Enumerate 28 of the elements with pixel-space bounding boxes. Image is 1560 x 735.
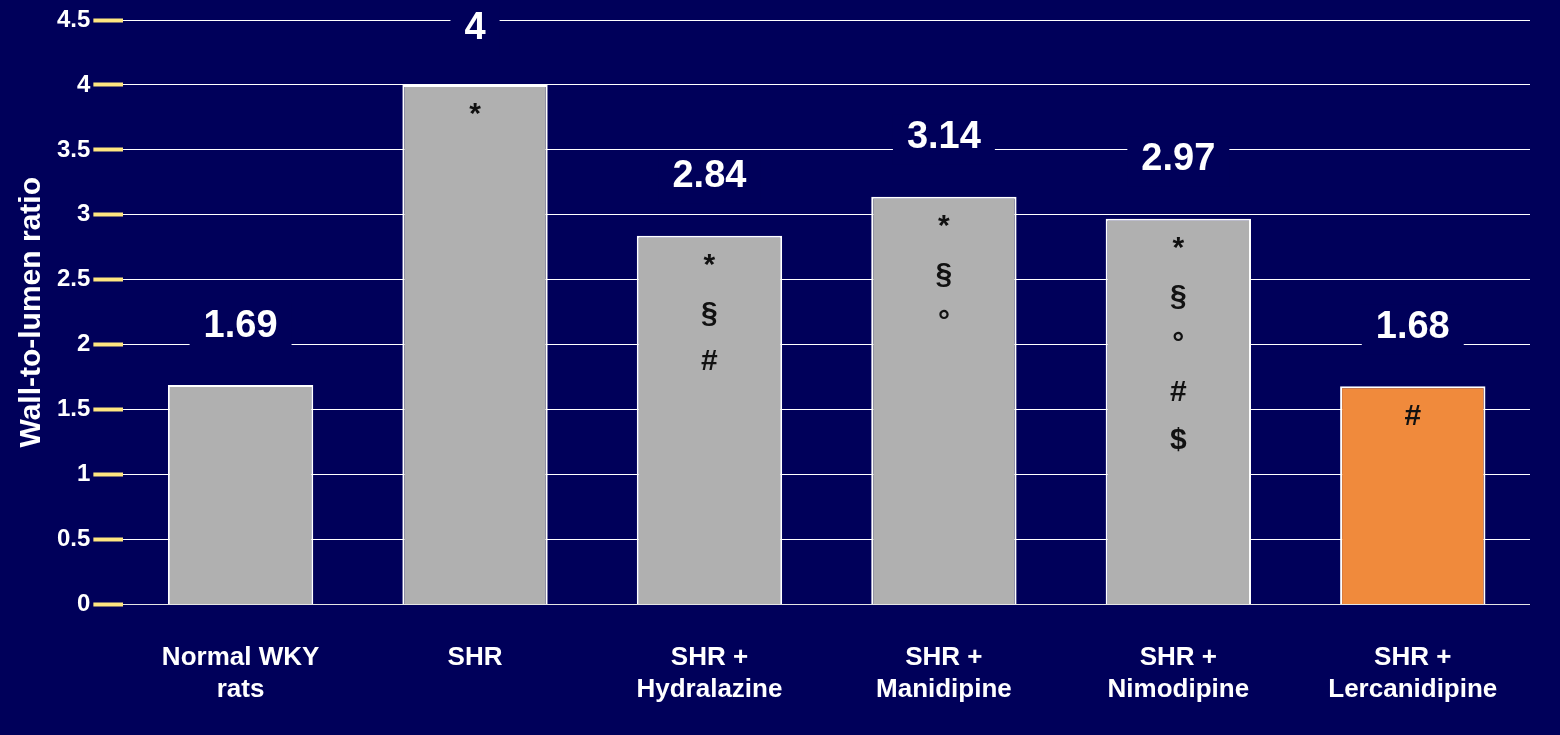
annotation: * § ° # $: [1170, 230, 1187, 456]
x-tick-label: SHR + Nimodipine: [1107, 641, 1250, 703]
y-tick-label: 3.5: [56, 134, 91, 162]
y-tick-label: 1.5: [56, 394, 91, 422]
y-tick-label: 2.5: [56, 264, 91, 292]
data-label: 2.97: [1141, 136, 1216, 179]
y-tick-label: 4.5: [56, 4, 91, 32]
data-label: 2.84: [672, 153, 747, 196]
x-tick-label: SHR + Manidipine: [876, 641, 1012, 703]
data-label: 4: [464, 5, 486, 48]
y-tick-label: 4: [77, 69, 91, 97]
data-label: 3.14: [906, 114, 981, 157]
annotation: *: [469, 96, 482, 130]
y-tick-label: 0: [77, 589, 91, 617]
x-tick-label: SHR: [447, 641, 503, 672]
annotation: #: [1404, 397, 1422, 431]
x-tick-label: SHR + Lercanidipine: [1328, 641, 1498, 703]
x-tick-label: SHR + Hydralazine: [636, 641, 783, 703]
data-label: 1.68: [1375, 303, 1450, 346]
y-tick-label: 3: [77, 199, 91, 227]
y-tick-label: 2: [77, 329, 91, 357]
annotation: * § #: [701, 246, 719, 376]
data-label: 1.69: [203, 302, 278, 345]
y-axis-title: Wall-to-lumen ratio: [13, 177, 47, 448]
y-tick-label: 0.5: [56, 524, 91, 552]
annotation: * § °: [935, 207, 953, 337]
x-tick-label: Normal WKY rats: [161, 641, 320, 703]
y-tick-label: 1: [77, 459, 91, 487]
